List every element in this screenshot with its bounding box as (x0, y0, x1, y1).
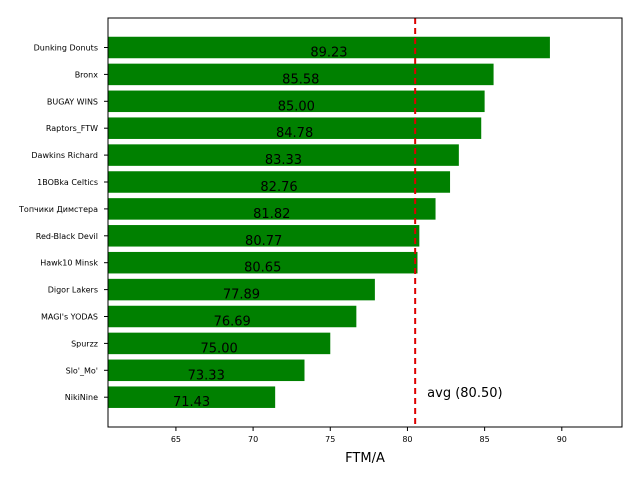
value-label-11: 75.00 (201, 341, 238, 356)
y-tick-label-1bobka-celtics: 1BOBka Celtics (37, 178, 98, 187)
value-label-9: 77.89 (223, 288, 260, 303)
x-tick-label-65: 65 (171, 435, 181, 444)
y-tick-label-dawkins-richard: Dawkins Richard (31, 151, 98, 160)
bars-group (108, 36, 550, 408)
bar-10 (108, 305, 357, 328)
average-reference-label: avg (80.50) (427, 386, 502, 401)
bar-2 (108, 90, 485, 113)
bar-8 (108, 251, 418, 274)
y-tick-label-bronx: Bronx (75, 70, 99, 79)
value-label-3: 84.78 (276, 126, 313, 141)
plot-frame (107, 17, 623, 428)
bar-11 (108, 332, 331, 355)
y-tick-label-nikinine: NikiNine (65, 393, 98, 402)
y-tick-label-slo-mo: Slo'_Mo' (66, 366, 98, 375)
y-tick-label-item: Топчики Димстера (18, 205, 98, 214)
bar-7 (108, 225, 420, 247)
value-label-6: 81.82 (253, 207, 290, 222)
bar-0 (108, 36, 550, 59)
y-tick-label-spurzz: Spurzz (71, 339, 98, 348)
y-tick-label-raptors-ftw: Raptors_FTW (46, 124, 98, 133)
bar-12 (108, 359, 305, 382)
x-tick-label-85: 85 (480, 435, 490, 444)
value-label-12: 73.33 (188, 368, 225, 383)
value-labels-group: 89.23 85.58 85.00 84.78 83.33 82.76 81.82 80.77… (173, 46, 348, 411)
value-label-1: 85.58 (282, 72, 319, 87)
x-axis: 65 70 75 80 85 90 (171, 427, 567, 444)
x-tick-label-90: 90 (557, 435, 567, 444)
x-tick-label-75: 75 (325, 435, 335, 444)
bar-13 (108, 386, 276, 408)
value-label-8: 80.65 (244, 261, 281, 276)
y-tick-label-dunking-donuts: Dunking Donuts (34, 44, 98, 53)
y-tick-label-digor-lakers: Digor Lakers (48, 286, 98, 295)
value-label-10: 76.69 (214, 315, 251, 330)
bar-9 (108, 278, 375, 301)
value-label-0: 89.23 (310, 46, 347, 61)
plot-background (108, 18, 622, 427)
value-label-13: 71.43 (173, 395, 210, 410)
x-tick-label-80: 80 (402, 435, 412, 444)
value-label-4: 83.33 (265, 153, 302, 168)
bar-4 (108, 144, 459, 166)
y-tick-label-red-black-devil: Red-Black Devil (36, 232, 98, 241)
bar-1 (108, 63, 494, 86)
y-tick-label-bugay-wins: BUGAY WINS (47, 97, 98, 106)
y-axis: Dunking Donuts Bronx BUGAY WINS Raptors_FTW… (18, 44, 108, 402)
y-tick-label-magi-s-yodas: MAGI's YODAS (41, 313, 98, 322)
value-label-7: 80.77 (245, 234, 282, 249)
value-label-5: 82.76 (260, 180, 297, 195)
x-tick-label-70: 70 (248, 435, 258, 444)
x-axis-label: FTM/A (345, 451, 385, 466)
bar-3 (108, 117, 482, 139)
bar-5 (108, 171, 451, 193)
y-tick-label-hawk10-minsk: Hawk10 Minsk (40, 259, 98, 268)
value-label-2: 85.00 (278, 99, 315, 114)
bar-6 (108, 198, 436, 220)
